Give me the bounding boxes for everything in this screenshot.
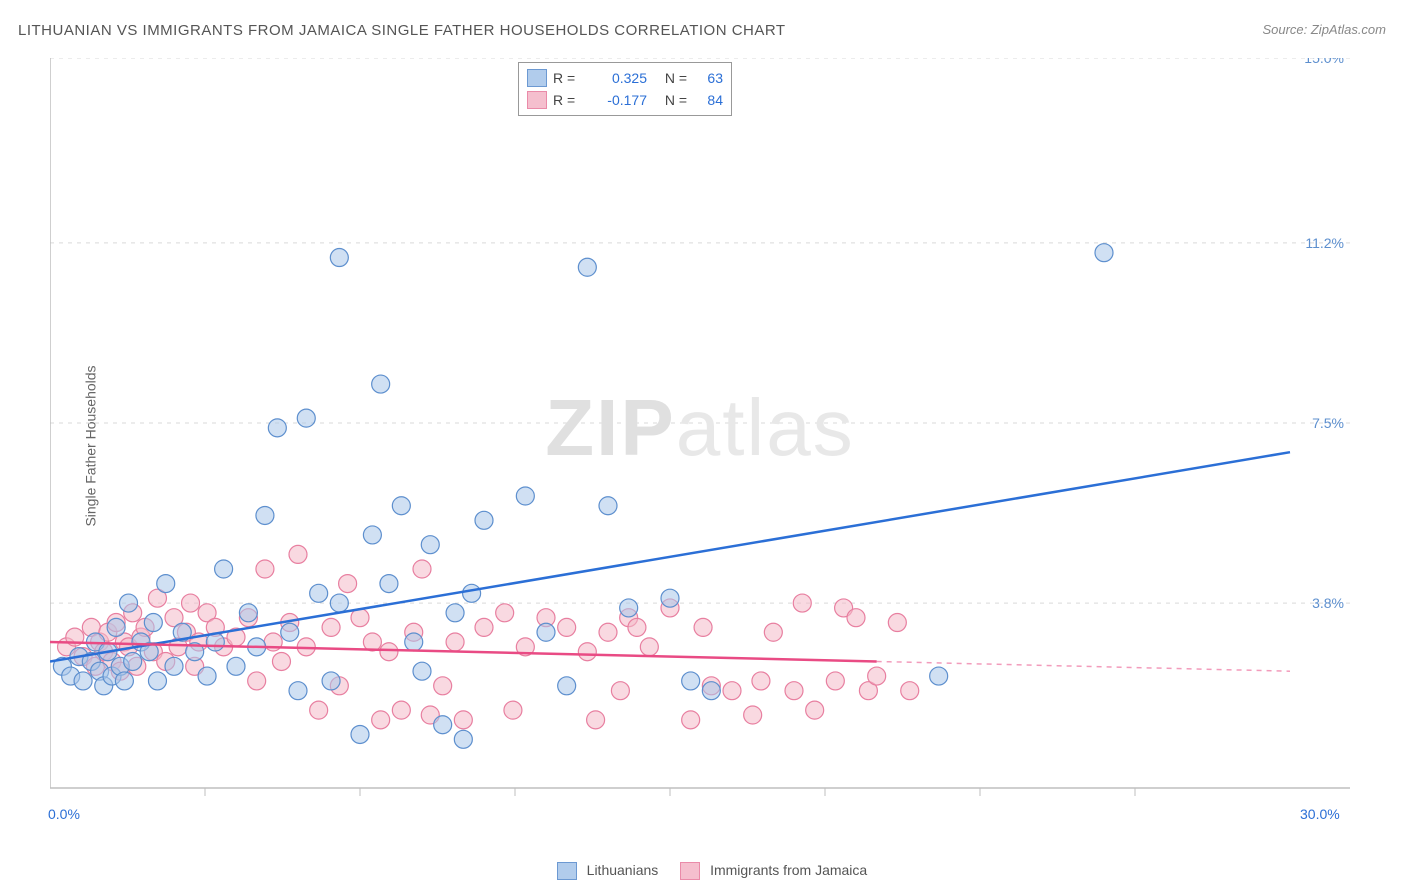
- n-label: N =: [661, 92, 687, 108]
- svg-text:11.2%: 11.2%: [1305, 235, 1344, 251]
- x-axis-max-label: 30.0%: [1300, 806, 1340, 822]
- r-value-a: 0.325: [587, 70, 647, 86]
- chart-svg: 3.8% 7.5% 11.2% 15.0%: [50, 58, 1350, 828]
- svg-text:15.0%: 15.0%: [1304, 58, 1344, 66]
- n-label: N =: [661, 70, 687, 86]
- swatch-series-b: [527, 91, 547, 109]
- r-label: R =: [553, 70, 581, 86]
- stats-legend-row-a: R = 0.325 N = 63: [527, 67, 723, 89]
- series-a-name: Lithuanians: [587, 862, 659, 878]
- swatch-series-a: [527, 69, 547, 87]
- r-label: R =: [553, 92, 581, 108]
- series-b-name: Immigrants from Jamaica: [710, 862, 867, 878]
- n-value-b: 84: [693, 92, 723, 108]
- source-prefix: Source:: [1262, 22, 1310, 37]
- swatch-series-b-bottom: [680, 862, 700, 880]
- bottom-legend: Lithuanians Immigrants from Jamaica: [0, 862, 1406, 880]
- svg-text:3.8%: 3.8%: [1312, 595, 1344, 611]
- stats-legend: R = 0.325 N = 63 R = -0.177 N = 84: [518, 62, 732, 116]
- source-link[interactable]: ZipAtlas.com: [1311, 22, 1386, 37]
- swatch-series-a-bottom: [557, 862, 577, 880]
- stats-legend-row-b: R = -0.177 N = 84: [527, 89, 723, 111]
- x-axis-min-label: 0.0%: [48, 806, 80, 822]
- r-value-b: -0.177: [587, 92, 647, 108]
- svg-text:7.5%: 7.5%: [1312, 415, 1344, 431]
- source-attribution: Source: ZipAtlas.com: [1262, 22, 1386, 37]
- chart-title: LITHUANIAN VS IMMIGRANTS FROM JAMAICA SI…: [18, 22, 786, 39]
- n-value-a: 63: [693, 70, 723, 86]
- plot-area: 3.8%7.5%11.2%15.0% ZIPatlas R = 0.325 N …: [50, 58, 1350, 828]
